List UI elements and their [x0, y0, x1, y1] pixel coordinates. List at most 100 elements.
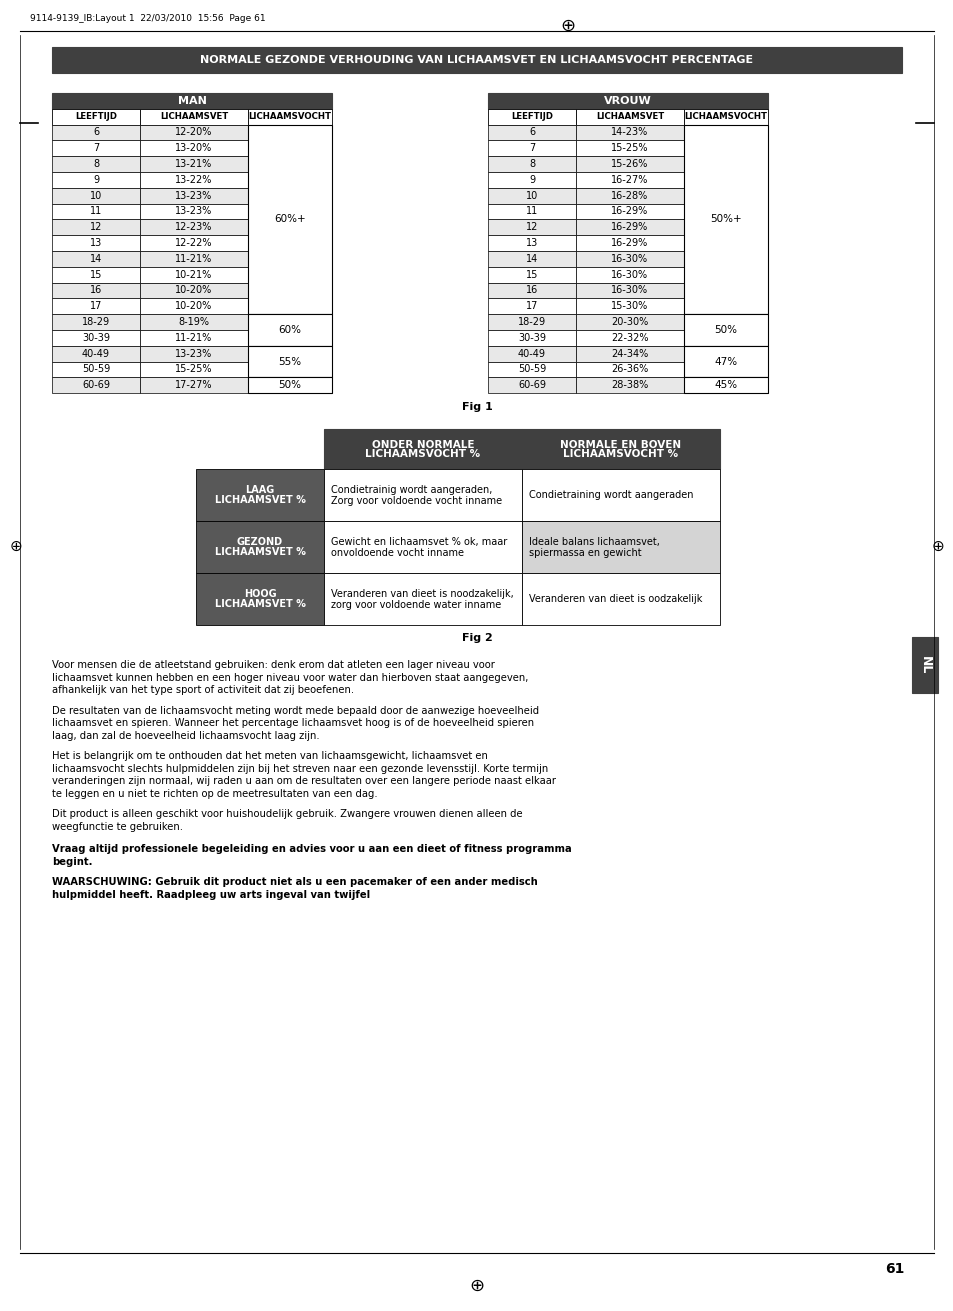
Bar — [52, 47, 901, 73]
Bar — [52, 283, 140, 299]
Text: Condietraining wordt aangeraden: Condietraining wordt aangeraden — [529, 490, 693, 501]
Text: 15-30%: 15-30% — [611, 302, 648, 311]
Text: 20-30%: 20-30% — [611, 317, 648, 328]
Text: 13-23%: 13-23% — [175, 207, 213, 216]
Text: 12-23%: 12-23% — [175, 223, 213, 232]
Bar — [140, 250, 248, 267]
Text: 14: 14 — [525, 254, 537, 264]
Bar — [576, 378, 683, 393]
Bar — [576, 283, 683, 299]
Text: 8: 8 — [528, 159, 535, 169]
Bar — [52, 235, 140, 250]
Text: 16-30%: 16-30% — [611, 270, 648, 279]
Text: LICHAAMSVET %: LICHAAMSVET % — [214, 496, 305, 505]
Text: 12-20%: 12-20% — [175, 127, 213, 138]
Text: GEZOND: GEZOND — [236, 538, 283, 547]
Bar — [52, 315, 140, 330]
Text: LICHAAMSVET %: LICHAAMSVET % — [214, 547, 305, 557]
Text: 9114-9139_IB:Layout 1  22/03/2010  15:56  Page 61: 9114-9139_IB:Layout 1 22/03/2010 15:56 P… — [30, 14, 265, 24]
Bar — [140, 140, 248, 156]
Bar — [52, 125, 140, 140]
Bar — [140, 125, 248, 140]
Text: 60%: 60% — [278, 325, 301, 336]
Text: spiermassa en gewicht: spiermassa en gewicht — [529, 548, 641, 557]
Bar — [576, 315, 683, 330]
Bar — [140, 187, 248, 203]
Bar — [248, 219, 332, 235]
Bar — [488, 315, 576, 330]
Text: 13: 13 — [525, 239, 537, 248]
Bar — [576, 172, 683, 187]
Bar — [576, 267, 683, 283]
Text: 10-20%: 10-20% — [175, 286, 213, 295]
Bar — [140, 315, 248, 330]
Text: 60%+: 60%+ — [274, 215, 306, 224]
Bar — [52, 267, 140, 283]
Text: Gewicht en lichaamsvet % ok, maar: Gewicht en lichaamsvet % ok, maar — [331, 536, 507, 547]
Text: 15: 15 — [525, 270, 537, 279]
Bar — [140, 378, 248, 393]
Text: weegfunctie te gebruiken.: weegfunctie te gebruiken. — [52, 822, 183, 831]
Text: 18-29: 18-29 — [82, 317, 110, 328]
Text: ⊕: ⊕ — [469, 1277, 484, 1295]
Bar — [248, 172, 332, 187]
Bar — [140, 172, 248, 187]
Bar — [248, 125, 332, 315]
Text: 8-19%: 8-19% — [178, 317, 210, 328]
Bar — [140, 109, 248, 125]
Text: Voor mensen die de atleetstand gebruiken: denk erom dat atleten een lager niveau: Voor mensen die de atleetstand gebruiken… — [52, 661, 495, 670]
Text: Dit product is alleen geschikt voor huishoudelijk gebruik. Zwangere vrouwen dien: Dit product is alleen geschikt voor huis… — [52, 809, 522, 819]
Text: 60-69: 60-69 — [517, 380, 545, 391]
Text: 13-20%: 13-20% — [175, 143, 213, 153]
Bar — [683, 187, 767, 203]
Bar — [140, 156, 248, 172]
Bar — [324, 429, 521, 469]
Text: Veranderen van dieet is oodzakelijk: Veranderen van dieet is oodzakelijk — [529, 594, 701, 604]
Bar — [683, 378, 767, 393]
Text: Fig 2: Fig 2 — [461, 633, 492, 644]
Bar — [195, 469, 324, 522]
Bar — [248, 109, 332, 125]
Text: 22-32%: 22-32% — [611, 333, 648, 343]
Bar — [683, 330, 767, 346]
Text: 12: 12 — [525, 223, 537, 232]
Bar — [324, 522, 521, 573]
Text: 16-29%: 16-29% — [611, 207, 648, 216]
Text: VROUW: VROUW — [603, 96, 651, 106]
Text: te leggen en u niet te richten op de meetresultaten van een dag.: te leggen en u niet te richten op de mee… — [52, 789, 377, 798]
Text: ⊕: ⊕ — [10, 539, 22, 553]
Text: 50-59: 50-59 — [517, 364, 545, 375]
Bar — [488, 362, 576, 378]
Bar — [488, 378, 576, 393]
Text: 55%: 55% — [278, 357, 301, 367]
Text: LICHAAMSVET: LICHAAMSVET — [160, 113, 228, 121]
Bar — [576, 125, 683, 140]
Text: 15: 15 — [90, 270, 102, 279]
Text: Ideale balans lichaamsvet,: Ideale balans lichaamsvet, — [529, 536, 659, 547]
Text: WAARSCHUWING: Gebruik dit product niet als u een pacemaker of een ander medisch: WAARSCHUWING: Gebruik dit product niet a… — [52, 877, 537, 888]
Text: 16-30%: 16-30% — [611, 286, 648, 295]
Bar — [911, 637, 937, 694]
Bar — [576, 235, 683, 250]
Bar — [683, 362, 767, 378]
Bar — [52, 362, 140, 378]
Text: 12: 12 — [90, 223, 102, 232]
Bar — [248, 267, 332, 283]
Text: begint.: begint. — [52, 856, 92, 867]
Text: LICHAAMSVOCHT %: LICHAAMSVOCHT % — [365, 448, 480, 459]
Bar — [576, 362, 683, 378]
Bar — [248, 283, 332, 299]
Bar — [576, 250, 683, 267]
Bar — [52, 330, 140, 346]
Text: 50%: 50% — [278, 380, 301, 391]
Text: 10: 10 — [90, 190, 102, 201]
Text: hulpmiddel heeft. Raadpleeg uw arts ingeval van twijfel: hulpmiddel heeft. Raadpleeg uw arts inge… — [52, 890, 370, 899]
Bar — [248, 315, 332, 330]
Bar — [140, 267, 248, 283]
Text: 17-27%: 17-27% — [175, 380, 213, 391]
Text: 15-25%: 15-25% — [175, 364, 213, 375]
Bar — [488, 187, 576, 203]
Bar — [52, 219, 140, 235]
Text: 10: 10 — [525, 190, 537, 201]
Text: 16-30%: 16-30% — [611, 254, 648, 264]
